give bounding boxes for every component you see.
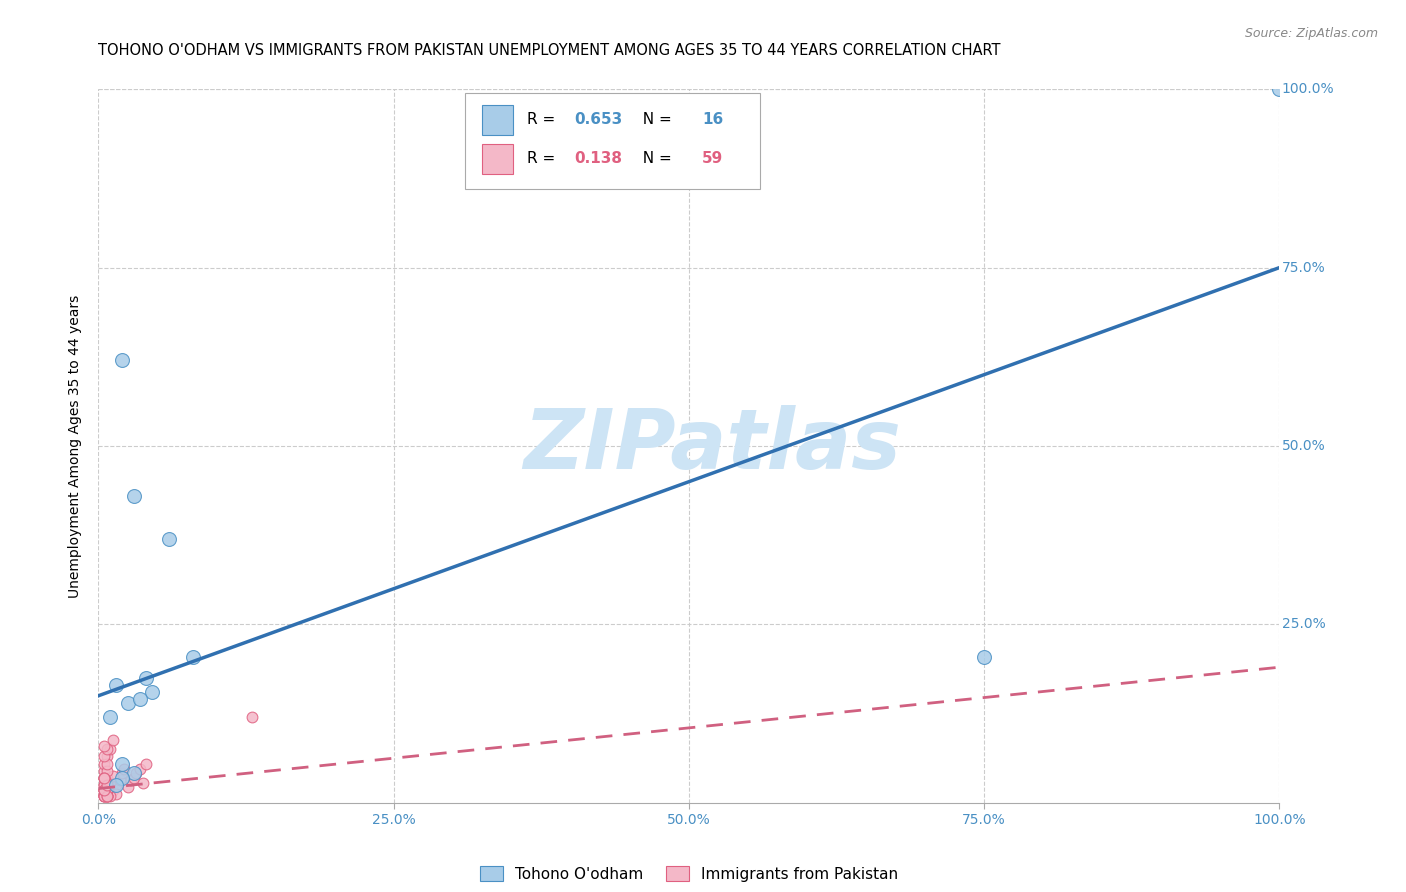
Point [122, 771, 145, 785]
Point [121, 772, 143, 787]
Text: ZIPatlas: ZIPatlas [523, 406, 901, 486]
Point [125, 765, 148, 780]
Point [117, 696, 139, 710]
Point [101, 733, 124, 747]
Point [93, 771, 115, 785]
Text: R =: R = [527, 112, 560, 127]
Point [96, 771, 118, 785]
Point [96, 783, 118, 797]
Text: 0.653: 0.653 [575, 112, 623, 127]
Point [93, 789, 115, 803]
Point [101, 769, 124, 783]
Point [93, 778, 115, 792]
Point [135, 756, 157, 771]
FancyBboxPatch shape [464, 93, 759, 189]
Point [98, 778, 121, 792]
Point [93, 771, 115, 785]
Point [96, 756, 118, 771]
Point [96, 789, 118, 803]
Point [93, 749, 115, 764]
Text: 16: 16 [702, 112, 723, 127]
Point [96, 783, 118, 797]
Point [111, 353, 134, 368]
Point [105, 787, 128, 801]
Point [96, 789, 118, 803]
Text: TOHONO O'ODHAM VS IMMIGRANTS FROM PAKISTAN UNEMPLOYMENT AMONG AGES 35 TO 44 YEAR: TOHONO O'ODHAM VS IMMIGRANTS FROM PAKIST… [98, 43, 1001, 58]
Point [96, 783, 118, 797]
Legend: Tohono O'odham, Immigrants from Pakistan: Tohono O'odham, Immigrants from Pakistan [474, 860, 904, 888]
Point [93, 771, 115, 785]
Text: 25.0%: 25.0% [1282, 617, 1326, 632]
Point [93, 789, 115, 803]
Point [93, 789, 115, 803]
Point [98, 710, 121, 724]
Point [111, 765, 134, 780]
Point [111, 756, 134, 771]
Text: 75.0%: 75.0% [1282, 260, 1326, 275]
Point [96, 764, 118, 778]
Point [96, 789, 118, 803]
Text: 0.138: 0.138 [575, 152, 623, 166]
Point [96, 789, 118, 803]
FancyBboxPatch shape [482, 104, 513, 135]
Point [96, 778, 118, 792]
FancyBboxPatch shape [482, 144, 513, 174]
Text: Source: ZipAtlas.com: Source: ZipAtlas.com [1244, 27, 1378, 40]
Point [93, 771, 115, 785]
Text: N =: N = [634, 112, 678, 127]
Point [96, 776, 118, 790]
Point [141, 685, 163, 699]
Point [93, 783, 115, 797]
Point [112, 762, 135, 776]
Text: 100.0%: 100.0% [1282, 82, 1334, 96]
Point [96, 789, 118, 803]
Point [1268, 82, 1291, 96]
Point [96, 778, 118, 792]
Point [93, 783, 115, 797]
Text: 59: 59 [702, 152, 723, 166]
Point [181, 649, 204, 664]
Point [128, 692, 150, 706]
Point [93, 756, 115, 771]
Y-axis label: Unemployment Among Ages 35 to 44 years: Unemployment Among Ages 35 to 44 years [69, 294, 83, 598]
Point [101, 783, 124, 797]
Point [973, 649, 995, 664]
Point [122, 765, 145, 780]
Point [105, 778, 128, 792]
Point [96, 749, 118, 764]
Point [105, 678, 128, 692]
Point [108, 772, 131, 787]
Point [157, 532, 180, 546]
Point [93, 739, 115, 753]
Point [132, 776, 155, 790]
Point [240, 710, 263, 724]
Point [135, 671, 157, 685]
Point [98, 742, 121, 756]
Point [117, 780, 139, 794]
Point [93, 783, 115, 797]
Point [96, 783, 118, 797]
Point [96, 783, 118, 797]
Point [98, 776, 121, 790]
Text: 50.0%: 50.0% [1282, 439, 1326, 453]
Point [96, 783, 118, 797]
Point [93, 787, 115, 801]
Point [128, 762, 150, 776]
Point [93, 789, 115, 803]
Point [96, 742, 118, 756]
Point [111, 771, 134, 785]
Point [93, 778, 115, 792]
Text: N =: N = [634, 152, 678, 166]
Point [93, 764, 115, 778]
Point [93, 787, 115, 801]
Point [93, 783, 115, 797]
Text: R =: R = [527, 152, 560, 166]
Point [98, 789, 121, 803]
Point [105, 778, 128, 792]
Point [122, 489, 145, 503]
